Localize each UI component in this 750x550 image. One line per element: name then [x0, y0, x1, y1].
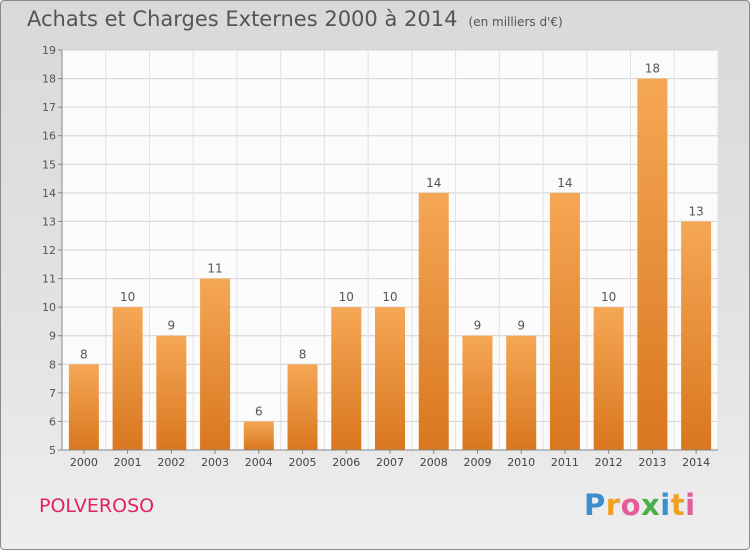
y-tick-label: 18	[42, 73, 56, 86]
data-label-2005: 8	[299, 347, 307, 361]
bar-2014	[681, 221, 712, 450]
data-label-2006: 10	[339, 290, 354, 304]
x-tick-label-2013: 2013	[638, 456, 666, 469]
bar-2005	[287, 364, 318, 450]
data-label-2011: 14	[557, 176, 572, 190]
x-tick-label-2009: 2009	[463, 456, 491, 469]
y-tick-label: 12	[42, 244, 56, 257]
x-tick-label-2005: 2005	[289, 456, 317, 469]
chart-title: Achats et Charges Externes 2000 à 2014 (…	[27, 7, 563, 31]
x-tick-label-2001: 2001	[114, 456, 142, 469]
x-tick-label-2007: 2007	[376, 456, 404, 469]
data-label-2010: 9	[517, 319, 525, 333]
bar-2011	[549, 192, 580, 450]
data-label-2003: 11	[207, 262, 222, 276]
x-tick-label-2000: 2000	[70, 456, 98, 469]
proxiti-logo: Proxiti	[584, 488, 696, 522]
y-tick-label: 16	[42, 130, 56, 143]
y-tick-label: 7	[49, 387, 56, 400]
data-label-2014: 13	[688, 204, 703, 218]
y-tick-label: 6	[49, 415, 56, 428]
chart-title-text: Achats et Charges Externes 2000 à 2014	[27, 7, 458, 31]
x-tick-label-2004: 2004	[245, 456, 273, 469]
x-tick-label-2014: 2014	[682, 456, 710, 469]
bar-2012	[593, 307, 624, 450]
data-label-2007: 10	[382, 290, 397, 304]
y-tick-label: 19	[42, 44, 56, 57]
chart-unit-text: (en milliers d'€)	[468, 15, 563, 29]
x-tick-label-2006: 2006	[332, 456, 360, 469]
bar-2004	[243, 421, 274, 450]
x-tick-label-2011: 2011	[551, 456, 579, 469]
x-tick-label-2010: 2010	[507, 456, 535, 469]
y-tick-label: 15	[42, 158, 56, 171]
data-label-2002: 9	[168, 319, 176, 333]
data-label-2009: 9	[474, 319, 482, 333]
y-tick-label: 11	[42, 273, 56, 286]
y-tick-label: 14	[42, 187, 56, 200]
data-label-2013: 18	[645, 62, 660, 76]
y-tick-label: 9	[49, 330, 56, 343]
x-tick-label-2012: 2012	[595, 456, 623, 469]
x-tick-label-2003: 2003	[201, 456, 229, 469]
bar-2006	[331, 307, 362, 450]
bar-2009	[462, 335, 493, 450]
data-label-2012: 10	[601, 290, 616, 304]
commune-name: POLVEROSO	[39, 495, 155, 517]
y-tick-label: 13	[42, 215, 56, 228]
y-tick-label: 10	[42, 301, 56, 314]
bar-2010	[506, 335, 537, 450]
x-tick-label-2008: 2008	[420, 456, 448, 469]
bar-2003	[200, 278, 231, 450]
data-label-2000: 8	[80, 347, 88, 361]
bar-2001	[112, 307, 143, 450]
data-label-2004: 6	[255, 404, 263, 418]
bar-2013	[637, 78, 668, 451]
y-tick-label: 5	[49, 444, 56, 457]
x-tick-label-2002: 2002	[157, 456, 185, 469]
data-label-2008: 14	[426, 176, 441, 190]
bar-2007	[375, 307, 405, 450]
data-label-2001: 10	[120, 290, 135, 304]
bar-2000	[68, 364, 99, 450]
bar-2008	[418, 192, 449, 450]
bar-2002	[156, 335, 187, 450]
y-tick-label: 8	[49, 358, 56, 371]
y-tick-label: 17	[42, 101, 56, 114]
